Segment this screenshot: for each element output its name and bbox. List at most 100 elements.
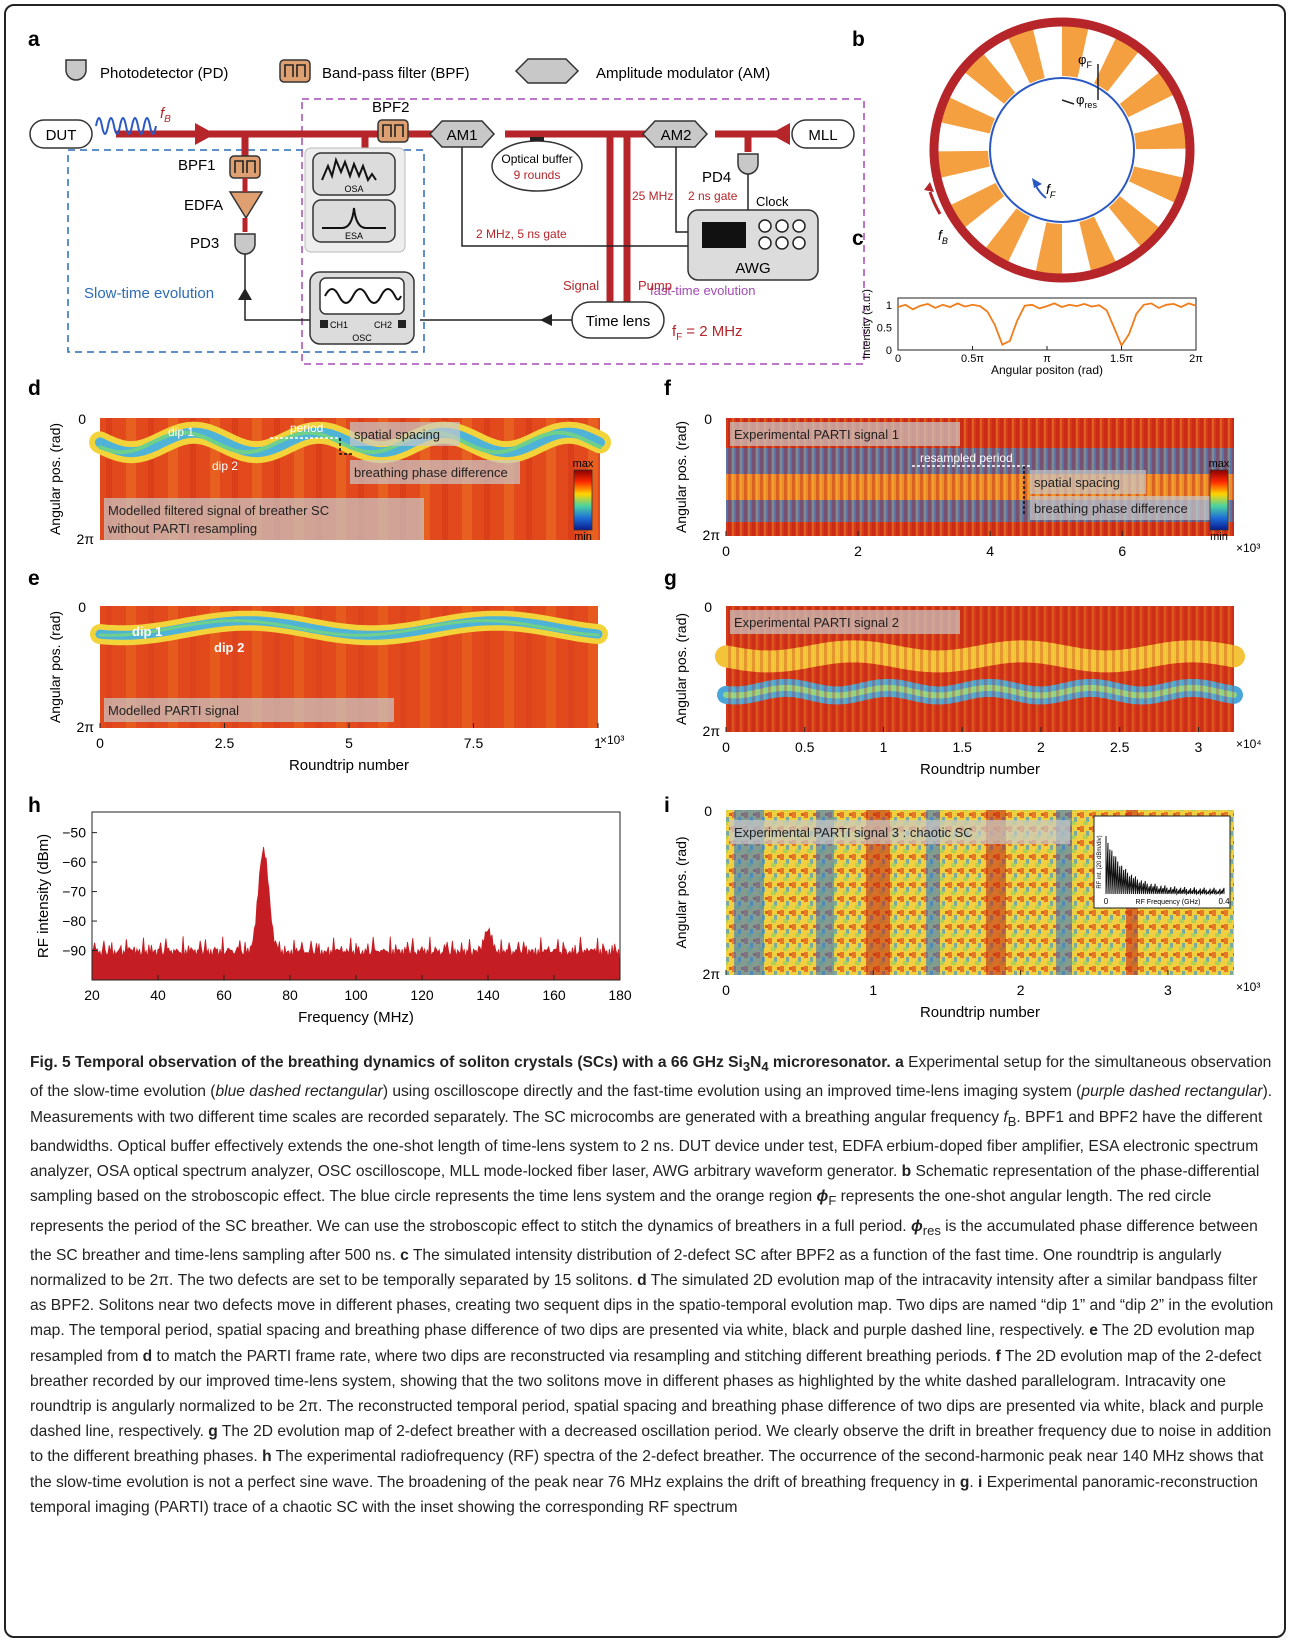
panel-c-chart: 0 0.5π π 1.5π 2π 0 0.5 1 Angular positon (rad) In… xyxy=(861,289,1203,377)
dip-1-label: dip 1 xyxy=(168,425,194,439)
dip-1-label: dip 1 xyxy=(132,624,162,639)
x-tick-label: 1.5 xyxy=(952,739,972,755)
title-box xyxy=(350,422,460,446)
osc-screen xyxy=(319,277,405,315)
x-tick-label: 2 xyxy=(1017,982,1025,998)
fb-arrowhead xyxy=(924,182,934,192)
fb-b-label: fB xyxy=(938,227,948,246)
dut-label: DUT xyxy=(46,127,77,144)
inset-y-label: RF int. (20 dBm/div) xyxy=(1097,835,1103,888)
ch1-port xyxy=(320,320,328,328)
x-axis-label: Roundtrip number xyxy=(289,757,409,774)
x-tick-label: 3 xyxy=(1164,982,1172,998)
colorbar xyxy=(1209,469,1229,531)
bpf1-label: BPF1 xyxy=(178,157,216,174)
x-tick-label: 160 xyxy=(542,987,566,1003)
fast-time-label: fast-time evolution xyxy=(650,283,756,298)
ring-segment xyxy=(941,97,995,134)
x-tick-label: 0.5 xyxy=(795,739,815,755)
y-axis-label: Angular pos. (rad) xyxy=(47,611,63,723)
title-box xyxy=(730,820,1070,844)
awg-label: AWG xyxy=(735,260,770,277)
colorbar xyxy=(573,469,593,531)
figure-caption: Fig. 5 Temporal observation of the breat… xyxy=(30,1054,1274,1516)
heatmap-band xyxy=(98,619,600,637)
panel-c-label: c xyxy=(852,227,864,250)
y-tick-label: −50 xyxy=(62,825,86,841)
slow-time-box xyxy=(67,149,425,353)
gate2-label: 2 ns gate xyxy=(688,189,738,203)
x-tick-label: 1.5π xyxy=(1110,353,1133,365)
edfa-icon xyxy=(228,191,264,220)
legend-bpf: Band-pass filter (BPF) xyxy=(322,65,470,82)
heatmap-streak xyxy=(816,810,834,975)
fast-time-box xyxy=(301,98,865,365)
gate5-label: 2 MHz, 5 ns gate xyxy=(476,227,567,241)
x-tick-label: 0 xyxy=(96,735,104,751)
stroboscope-ring xyxy=(938,26,1186,274)
am1-icon xyxy=(428,120,496,148)
x-tick-label: 5 xyxy=(345,735,353,751)
title-box-text: Experimental PARTI signal 2 xyxy=(734,615,899,630)
spacing-line xyxy=(339,438,352,455)
pd3-cable xyxy=(244,254,320,321)
y-tick-label: 0 xyxy=(78,599,86,615)
y-tick-label: 0.5 xyxy=(877,322,892,334)
x-tick-label: 6 xyxy=(1118,543,1126,559)
y-tick-label: 0 xyxy=(704,803,712,819)
mll-label: MLL xyxy=(808,127,837,144)
fb-label: fB xyxy=(160,105,171,125)
dip-2-label: dip 2 xyxy=(212,459,238,473)
awg-knobs xyxy=(758,219,806,250)
awg-screen xyxy=(702,222,746,248)
rf-spectrum xyxy=(91,846,621,981)
mhz25-label: 25 MHz xyxy=(632,189,673,203)
ring-segment xyxy=(1129,166,1183,203)
y-axis-label: Intensity (a.u.) xyxy=(861,289,873,359)
ring-segment xyxy=(985,208,1030,262)
x-tick-label: 1 xyxy=(880,739,888,755)
y-tick-label: 0 xyxy=(886,345,892,357)
x-tick-label: π xyxy=(1043,353,1051,365)
heatmap-streak xyxy=(1056,810,1072,975)
phi-f-label: φF xyxy=(1078,52,1092,70)
x-tick-label: 2π xyxy=(1189,353,1203,365)
title-box-text: Experimental PARTI signal 1 xyxy=(734,427,899,442)
fb-arrow xyxy=(928,191,942,215)
figure-graphics: a Photodetector (PD) Band-pass filter (B… xyxy=(28,17,1262,1026)
y-tick-label: 2π xyxy=(77,531,95,547)
inset-x-label: RF Frequency (GHz) xyxy=(1136,899,1201,906)
x-tick-label: 120 xyxy=(410,987,434,1003)
title-box xyxy=(104,698,394,722)
panel-a-label: a xyxy=(28,28,40,51)
x-tick-label: 60 xyxy=(216,987,232,1003)
osa-label: OSA xyxy=(344,184,363,194)
x-tick-label: 2.5 xyxy=(1110,739,1130,755)
am2-label: AM2 xyxy=(661,127,692,144)
title-box xyxy=(730,610,960,634)
panel-i-label: i xyxy=(664,794,670,817)
panel-b-label: b xyxy=(852,28,865,51)
title-box-text: Experimental PARTI signal 3 : chaotic SC xyxy=(734,825,973,840)
x-tick-label: 4 xyxy=(986,543,994,559)
osc-label: OSC xyxy=(352,333,372,343)
y-axis-label: Angular pos. (rad) xyxy=(47,423,63,535)
slow-time-label: Slow-time evolution xyxy=(84,285,214,302)
heatmap-streak xyxy=(926,810,940,975)
panel-g-label: g xyxy=(664,567,677,590)
y-tick-label: −70 xyxy=(62,884,86,900)
buffer-label-1: Optical buffer xyxy=(501,152,572,166)
ring-segment xyxy=(1119,72,1174,118)
inset-x-tick: 0.4 xyxy=(1218,897,1230,906)
y-tick-label: 1 xyxy=(886,300,892,312)
x-tick-label: 20 xyxy=(84,987,100,1003)
ring-segment xyxy=(950,182,1005,228)
amplitude-modulator-icon xyxy=(514,58,580,84)
ring-segment xyxy=(1079,216,1116,271)
x-tick-label: 1 xyxy=(594,735,602,751)
mll-box xyxy=(791,119,855,149)
colorbar-max: max xyxy=(573,458,594,470)
dip-2-label: dip 2 xyxy=(214,640,244,655)
osa-trace xyxy=(321,156,377,183)
heatmap-streak xyxy=(986,810,1006,975)
